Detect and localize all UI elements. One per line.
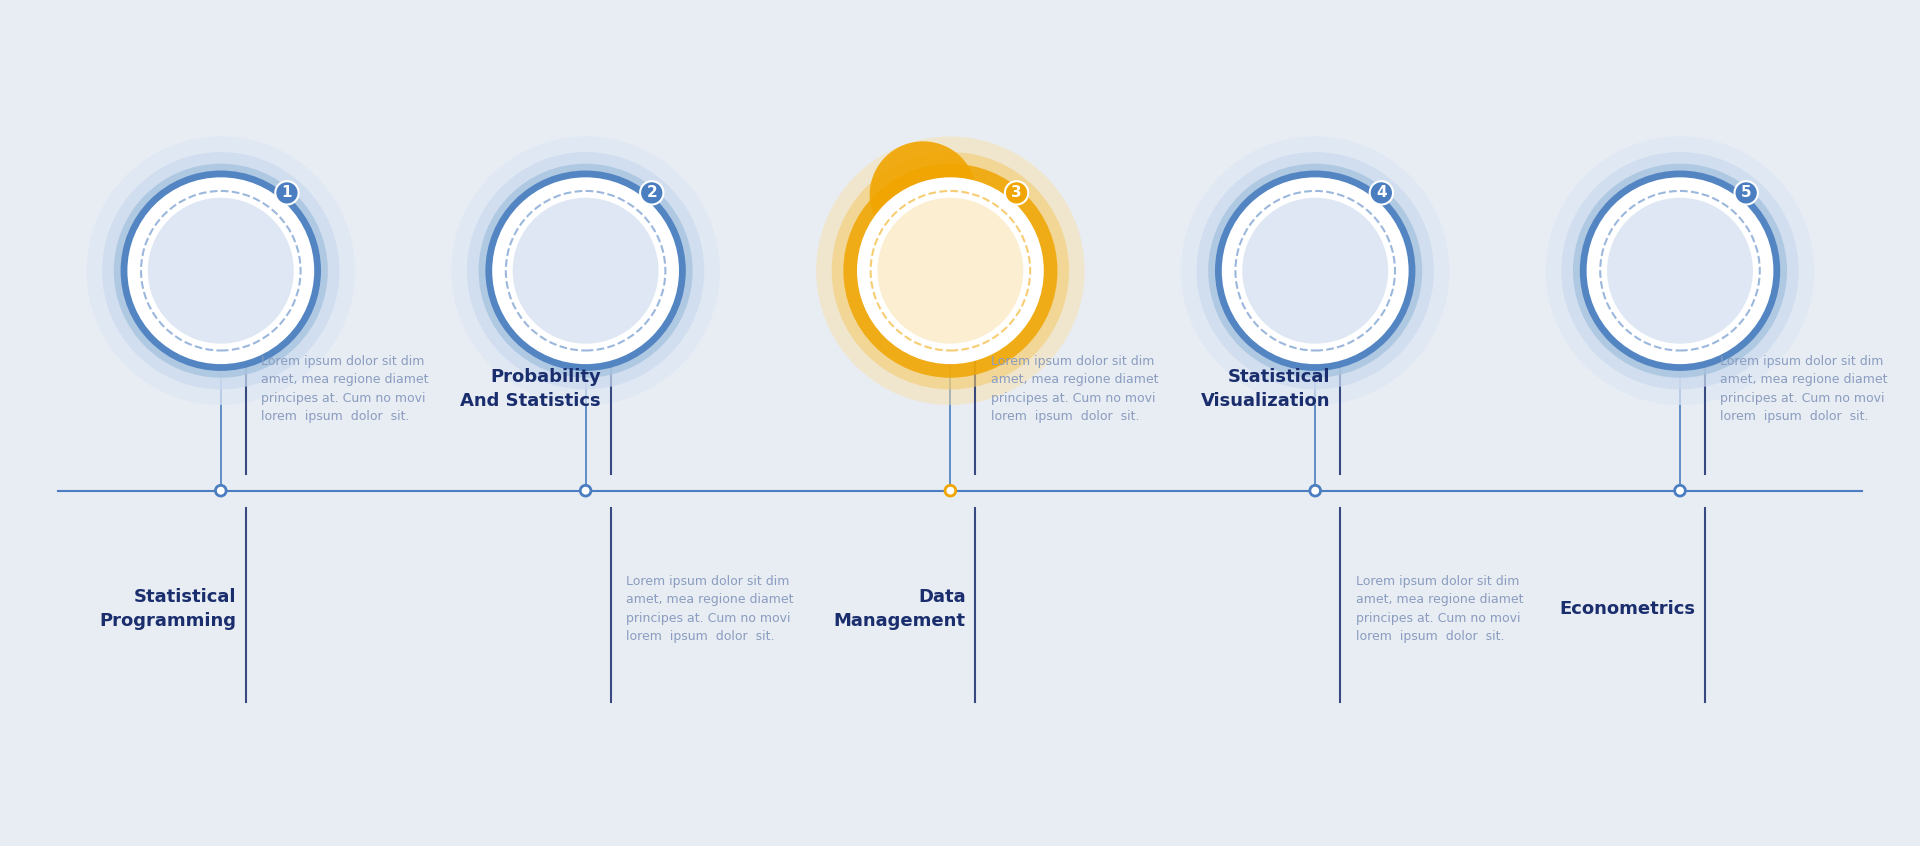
Text: Statistical
Programming: Statistical Programming	[100, 588, 236, 630]
Ellipse shape	[1546, 136, 1814, 405]
Text: Probability
And Statistics: Probability And Statistics	[461, 368, 601, 410]
Ellipse shape	[1572, 164, 1788, 377]
Ellipse shape	[1674, 486, 1686, 496]
Ellipse shape	[945, 486, 956, 496]
Ellipse shape	[856, 178, 1044, 364]
Ellipse shape	[215, 486, 227, 496]
Ellipse shape	[275, 181, 300, 205]
Ellipse shape	[1004, 181, 1029, 205]
Text: Statistical
Visualization: Statistical Visualization	[1202, 368, 1331, 410]
Ellipse shape	[1734, 181, 1759, 205]
Ellipse shape	[639, 181, 664, 205]
Ellipse shape	[102, 152, 340, 389]
Text: 3: 3	[1012, 185, 1021, 201]
Ellipse shape	[86, 136, 355, 405]
Ellipse shape	[1586, 178, 1774, 364]
Ellipse shape	[478, 164, 693, 377]
Ellipse shape	[451, 136, 720, 405]
Text: Data
Management: Data Management	[833, 588, 966, 630]
Ellipse shape	[1215, 171, 1415, 371]
Ellipse shape	[831, 152, 1069, 389]
Ellipse shape	[127, 178, 315, 364]
Ellipse shape	[492, 178, 680, 364]
Ellipse shape	[1561, 152, 1799, 389]
Ellipse shape	[816, 136, 1085, 405]
Text: Lorem ipsum dolor sit dim
amet, mea regione diamet
principes at. Cum no movi
lor: Lorem ipsum dolor sit dim amet, mea regi…	[626, 575, 793, 643]
Text: Lorem ipsum dolor sit dim
amet, mea regione diamet
principes at. Cum no movi
lor: Lorem ipsum dolor sit dim amet, mea regi…	[991, 355, 1158, 423]
Ellipse shape	[513, 198, 659, 343]
Text: Econometrics: Econometrics	[1559, 600, 1695, 618]
Ellipse shape	[486, 171, 685, 371]
Text: Lorem ipsum dolor sit dim
amet, mea regione diamet
principes at. Cum no movi
lor: Lorem ipsum dolor sit dim amet, mea regi…	[261, 355, 428, 423]
Ellipse shape	[113, 164, 328, 377]
Ellipse shape	[843, 164, 1058, 377]
Text: Lorem ipsum dolor sit dim
amet, mea regione diamet
principes at. Cum no movi
lor: Lorem ipsum dolor sit dim amet, mea regi…	[1356, 575, 1523, 643]
Ellipse shape	[1181, 136, 1450, 405]
Ellipse shape	[1607, 198, 1753, 343]
Ellipse shape	[1580, 171, 1780, 371]
Ellipse shape	[870, 141, 977, 249]
Ellipse shape	[580, 486, 591, 496]
Text: 5: 5	[1741, 185, 1751, 201]
Text: 1: 1	[282, 185, 292, 201]
Ellipse shape	[467, 152, 705, 389]
Ellipse shape	[1369, 181, 1394, 205]
Ellipse shape	[1221, 178, 1409, 364]
Ellipse shape	[1196, 152, 1434, 389]
Text: 4: 4	[1377, 185, 1386, 201]
Text: 2: 2	[647, 185, 657, 201]
Ellipse shape	[1208, 164, 1423, 377]
Ellipse shape	[1309, 486, 1321, 496]
Ellipse shape	[121, 171, 321, 371]
Text: Lorem ipsum dolor sit dim
amet, mea regione diamet
principes at. Cum no movi
lor: Lorem ipsum dolor sit dim amet, mea regi…	[1720, 355, 1887, 423]
Ellipse shape	[1242, 198, 1388, 343]
Ellipse shape	[148, 198, 294, 343]
Ellipse shape	[877, 198, 1023, 343]
